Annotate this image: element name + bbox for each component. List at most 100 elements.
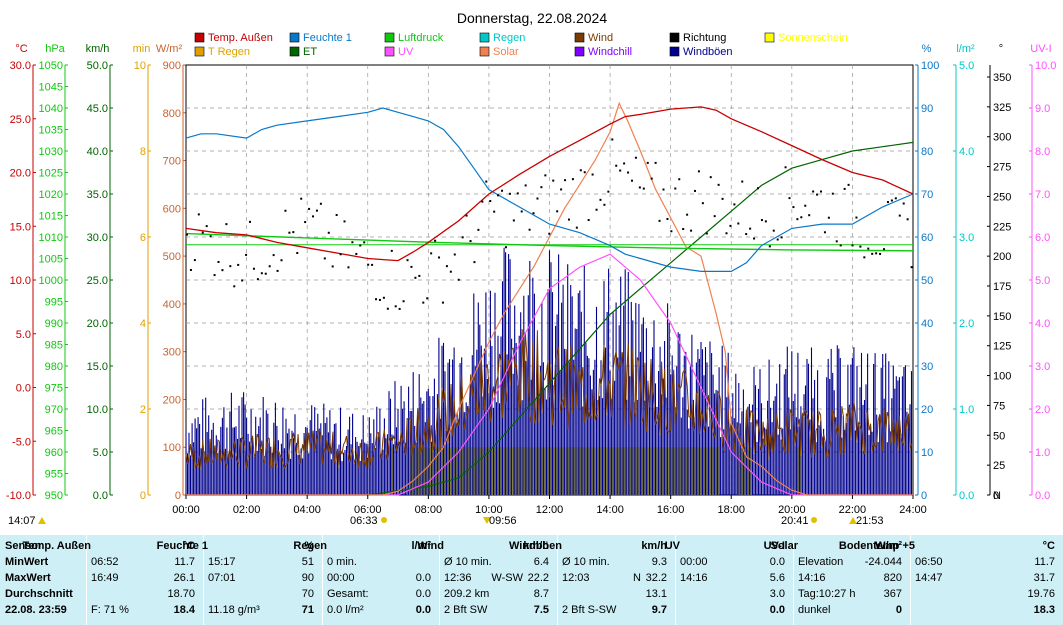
direction-dot: [371, 263, 374, 266]
direction-dot: [804, 204, 807, 207]
stat-min-4: 9.3: [651, 556, 667, 568]
direction-dot: [741, 180, 744, 183]
axis-right-label-2-5: 225: [993, 221, 1011, 233]
direction-dot: [607, 190, 610, 193]
stat-cur-2: 0.0: [415, 604, 431, 616]
row-label-avg: Durchschnitt: [5, 588, 73, 600]
direction-dot: [249, 220, 252, 223]
stat-cur-1: 71: [301, 604, 314, 616]
direction-dot: [402, 300, 405, 303]
direction-dot: [788, 197, 791, 200]
row-label-min: MinWert: [5, 556, 49, 568]
x-label-12: 24:00: [899, 504, 927, 516]
direction-dot: [434, 239, 437, 242]
stat-group-3: Wind km/h Ø 10 min. 6.4 12:36 W-SW 22.2 209.2 k…: [417, 535, 558, 625]
stat-max-7: 31.7: [1033, 572, 1055, 584]
stat-cur_label-3: 2 Bft SW: [444, 604, 488, 616]
axis-left-label-1-16: 970: [45, 404, 63, 416]
stat-max-2: 0.0: [415, 572, 431, 584]
axis-left-label-1-11: 995: [45, 297, 63, 309]
direction-dot: [859, 245, 862, 248]
axis-left-label-0-0: 30.0: [10, 60, 31, 72]
stat-name-5: UV: [664, 540, 680, 552]
direction-dot: [717, 183, 720, 186]
direction-dot: [288, 231, 291, 234]
axis-left-label-4-0: 900: [163, 60, 181, 72]
x-label-11: 22:00: [839, 504, 867, 516]
direction-dot: [603, 203, 606, 206]
direction-dot: [280, 259, 283, 262]
direction-dot: [465, 214, 468, 217]
direction-dot: [906, 218, 909, 221]
axis-left-label-4-8: 100: [163, 442, 181, 454]
direction-dot: [898, 214, 901, 217]
axis-right-label-2-4: 250: [993, 191, 1011, 203]
direction-dot: [839, 244, 842, 247]
axis-left-label-4-7: 200: [163, 394, 181, 406]
axis-right-label-1-2: 3.0: [959, 232, 974, 244]
direction-dot: [670, 230, 673, 233]
direction-dot: [654, 161, 657, 164]
direction-dot: [760, 219, 763, 222]
direction-dot: [481, 200, 484, 203]
stat-min-1: 51: [301, 556, 314, 568]
direction-dot: [323, 257, 326, 260]
axis-left-label-2-2: 40.0: [87, 146, 108, 158]
axis-left-label-3-4: 2: [140, 404, 146, 416]
axis-right-label-0-1: 90: [921, 103, 933, 115]
direction-dot: [768, 245, 771, 248]
x-label-8: 16:00: [657, 504, 685, 516]
axis-left-label-0-2: 20.0: [10, 168, 31, 180]
direction-dot: [634, 156, 637, 159]
stat-name-6: Solar: [770, 540, 798, 552]
stat-avg_label-3: 209.2 km: [444, 588, 490, 600]
direction-dot: [662, 188, 665, 191]
direction-dot: [193, 259, 196, 262]
legend-label-wind: Wind: [588, 32, 613, 44]
axis-right-label-1-3: 2.0: [959, 318, 974, 330]
direction-dot: [890, 199, 893, 202]
direction-dot: [390, 249, 393, 252]
direction-dot: [410, 265, 413, 268]
stat-group-6: Solar W/m² Elevation -24.044 14:16 820 Tag:10:…: [770, 535, 911, 625]
axis-left-label-4-2: 700: [163, 156, 181, 168]
direction-dot: [229, 265, 232, 268]
stat-max_time-6: 14:16: [798, 572, 826, 584]
sunshine-bar-0: [388, 447, 394, 495]
x-label-5: 10:00: [475, 504, 503, 516]
direction-dot: [564, 179, 567, 182]
direction-dot: [650, 177, 653, 180]
direction-dot: [591, 173, 594, 176]
direction-dot: [690, 229, 693, 232]
axis-left-label-1-15: 975: [45, 383, 63, 395]
direction-dot: [764, 220, 767, 223]
legend-label-direction: Richtung: [683, 32, 726, 44]
axis-right-label-3-0: 10.0: [1035, 60, 1056, 72]
direction-dot: [504, 246, 507, 249]
direction-dot: [367, 263, 370, 266]
stat-cur-5: 0.0: [769, 604, 785, 616]
axis-left-label-3-1: 8: [140, 146, 146, 158]
axis-left-label-2-4: 30.0: [87, 232, 108, 244]
legend-label-humidity: Feuchte 1: [303, 32, 352, 44]
direction-dot: [536, 197, 539, 200]
stat-avg-6: 367: [883, 588, 902, 600]
direction-dot: [414, 276, 417, 279]
direction-dot: [540, 186, 543, 189]
direction-dot: [780, 236, 783, 239]
direction-dot: [835, 240, 838, 243]
stat-min_time-2: 0 min.: [327, 556, 357, 568]
direction-dot: [197, 213, 200, 216]
legend-label-windchill: Windchill: [588, 46, 632, 58]
legend-swatch-et: [289, 46, 300, 57]
axis-right-label-2-0: 350: [993, 72, 1011, 84]
direction-dot: [823, 231, 826, 234]
direction-dot: [272, 254, 275, 257]
stat-unit-6: W/m²: [875, 540, 902, 552]
stat-min-3: 6.4: [533, 556, 549, 568]
axis-left-label-1-8: 1010: [39, 232, 63, 244]
axis-left-label-2-7: 15.0: [87, 361, 108, 373]
axis-right-label-3-1: 9.0: [1035, 103, 1050, 115]
axis-left-label-0-7: -5.0: [12, 436, 31, 448]
axis-left-label-2-10: 0.0: [93, 490, 108, 502]
